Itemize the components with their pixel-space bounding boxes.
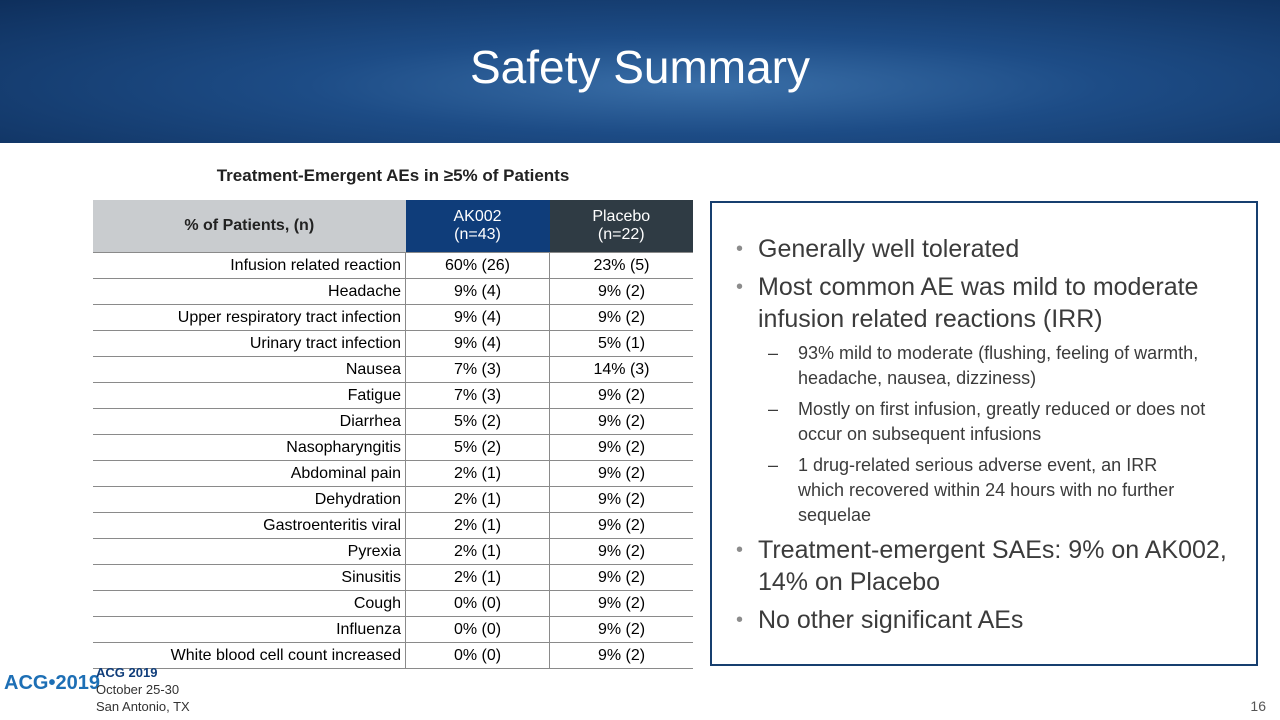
column-header: AK002 (n=43)	[405, 200, 550, 253]
table-cell: 9% (4)	[405, 330, 550, 357]
table-cell: 5% (1)	[549, 330, 693, 357]
table-row: Headache 9% (4) 9% (2)	[93, 278, 693, 305]
table-cell: 9% (2)	[549, 486, 693, 513]
table-row: Urinary tract infection 9% (4) 5% (1)	[93, 330, 693, 357]
dates: October 25-30	[96, 682, 180, 697]
table-cell: Headache	[93, 278, 406, 305]
table-cell: 9% (2)	[549, 512, 693, 539]
table-cell: 9% (2)	[549, 278, 693, 305]
table-cell: 9% (4)	[405, 304, 550, 331]
table-cell: 2% (1)	[405, 486, 550, 513]
table-cell: 2% (1)	[405, 564, 550, 591]
table-cell: 5% (2)	[405, 408, 550, 435]
table-cell: Urinary tract infection	[93, 330, 406, 357]
table-cell: Dehydration	[93, 486, 406, 513]
table-row: Upper respiratory tract infection 9% (4) 9…	[93, 304, 693, 331]
table-cell: White blood cell count increased	[93, 642, 406, 669]
table-row: Cough 0% (0) 9% (2)	[93, 590, 693, 617]
table-cell: Nasopharyngitis	[93, 434, 406, 461]
table-cell: 9% (2)	[549, 538, 693, 565]
table-cell: Upper respiratory tract infection	[93, 304, 406, 331]
slide-title: Safety Summary	[470, 41, 810, 93]
table-cell: Gastroenteritis viral	[93, 512, 406, 539]
table-cell: 9% (2)	[549, 590, 693, 617]
table-cell: Diarrhea	[93, 408, 406, 435]
table-row: Diarrhea 5% (2) 9% (2)	[93, 408, 693, 435]
event: ACG 2019	[96, 665, 158, 680]
logo: ACG•2019	[4, 672, 100, 694]
table-cell: 0% (0)	[405, 590, 550, 617]
footer: ACG 2019 October 25-30 San Antonio, TX	[96, 664, 190, 715]
table-cell: 9% (2)	[549, 382, 693, 409]
table-row: Sinusitis 2% (1) 9% (2)	[93, 564, 693, 591]
table-cell: 9% (2)	[549, 616, 693, 643]
table-cell: Cough	[93, 590, 406, 617]
bullet: 93% mild to moderate (flushing, feeling …	[768, 341, 1206, 391]
table-row: Pyrexia 2% (1) 9% (2)	[93, 538, 693, 565]
bullet: 1 drug-related serious adverse event, an…	[768, 453, 1206, 528]
summary-box: Generally well tolerated Most common AE w…	[710, 201, 1258, 666]
bullet: Most common AE was mild to moderate infu…	[736, 271, 1236, 335]
table-caption: Treatment-Emergent AEs in ≥5% of Patient…	[216, 166, 570, 185]
table-cell: Sinusitis	[93, 564, 406, 591]
column-header: % of Patients, (n)	[93, 200, 406, 253]
table-row: Dehydration 2% (1) 9% (2)	[93, 486, 693, 513]
table-cell: Nausea	[93, 356, 406, 383]
table-row: Fatigue 7% (3) 9% (2)	[93, 382, 693, 409]
header-row: % of Patients, (n) AK002 (n=43) Placebo …	[93, 200, 693, 253]
table-cell: 2% (1)	[405, 460, 550, 487]
table-cell: Pyrexia	[93, 538, 406, 565]
table-row: Influenza 0% (0) 9% (2)	[93, 616, 693, 643]
table-cell: Abdominal pain	[93, 460, 406, 487]
table-row: Abdominal pain 2% (1) 9% (2)	[93, 460, 693, 487]
table-cell: 2% (1)	[405, 512, 550, 539]
table-cell: 9% (4)	[405, 278, 550, 305]
table-cell: 9% (2)	[549, 434, 693, 461]
table-cell: 7% (3)	[405, 382, 550, 409]
table-cell: 9% (2)	[549, 304, 693, 331]
table-row: White blood cell count increased 0% (0) 9%…	[93, 642, 693, 669]
table-cell: 9% (2)	[549, 408, 693, 435]
table-row: Nasopharyngitis 5% (2) 9% (2)	[93, 434, 693, 461]
table-cell: Infusion related reaction	[93, 252, 406, 279]
table-cell: 60% (26)	[405, 252, 550, 279]
table-cell: Fatigue	[93, 382, 406, 409]
table-cell: 0% (0)	[405, 642, 550, 669]
ae-table: % of Patients, (n) AK002 (n=43) Placebo …	[93, 200, 693, 669]
bullet: Treatment-emergent SAEs: 9% on AK002, 14…	[736, 534, 1236, 598]
place: San Antonio, TX	[96, 699, 190, 714]
table-cell: 7% (3)	[405, 356, 550, 383]
bullet: Mostly on first infusion, greatly reduce…	[768, 397, 1206, 447]
table-cell: 23% (5)	[549, 252, 693, 279]
table-body: Infusion related reaction 60% (26) 23% (5)…	[93, 252, 693, 669]
table-cell: 0% (0)	[405, 616, 550, 643]
banner	[0, 0, 1280, 143]
table-cell: 9% (2)	[549, 564, 693, 591]
table-row: Nausea 7% (3) 14% (3)	[93, 356, 693, 383]
table-row: Infusion related reaction 60% (26) 23% (5)	[93, 252, 693, 279]
table-cell: 14% (3)	[549, 356, 693, 383]
column-header: Placebo (n=22)	[549, 200, 693, 253]
table-cell: 9% (2)	[549, 460, 693, 487]
bullet: Generally well tolerated	[736, 233, 1236, 265]
table-cell: Influenza	[93, 616, 406, 643]
table-cell: 5% (2)	[405, 434, 550, 461]
table-row: Gastroenteritis viral 2% (1) 9% (2)	[93, 512, 693, 539]
bullet: No other significant AEs	[736, 604, 1236, 636]
table-cell: 9% (2)	[549, 642, 693, 669]
bullet-list: Generally well tolerated Most common AE w…	[712, 203, 1256, 636]
table-cell: 2% (1)	[405, 538, 550, 565]
page-number: 16	[1250, 698, 1266, 714]
